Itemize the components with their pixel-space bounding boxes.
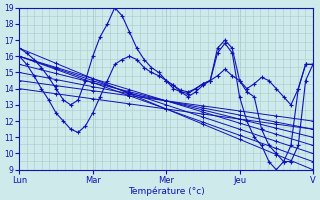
X-axis label: Température (°c): Température (°c) xyxy=(128,186,204,196)
